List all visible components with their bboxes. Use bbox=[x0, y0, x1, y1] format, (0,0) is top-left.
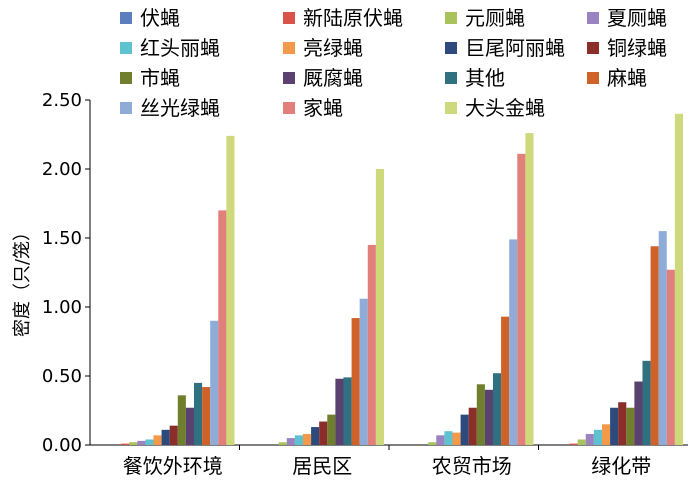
bar bbox=[210, 320, 219, 445]
legend-swatch bbox=[120, 102, 132, 114]
x-tick-label: 农贸市场 bbox=[432, 454, 512, 478]
bar bbox=[601, 424, 611, 445]
legend-label: 大头金蝇 bbox=[465, 96, 545, 120]
legend-label: 市蝇 bbox=[140, 66, 180, 90]
legend-swatch bbox=[587, 42, 599, 54]
legend-label: 家蝇 bbox=[303, 96, 343, 120]
bar bbox=[286, 438, 295, 445]
bar bbox=[569, 443, 578, 445]
bar bbox=[121, 443, 130, 445]
bar bbox=[593, 429, 602, 445]
bar bbox=[161, 429, 170, 445]
legend-swatch bbox=[283, 72, 295, 84]
bar bbox=[666, 269, 675, 445]
legend-label: 元厕蝇 bbox=[465, 6, 525, 30]
x-tick-label: 餐饮外环境 bbox=[123, 454, 223, 478]
x-tick-label: 居民区 bbox=[292, 454, 352, 478]
y-axis-title: 密度（只/笼） bbox=[12, 223, 33, 337]
legend-label: 厩腐蝇 bbox=[303, 66, 363, 90]
bar bbox=[618, 402, 627, 445]
bar bbox=[226, 135, 235, 445]
bar bbox=[177, 395, 186, 445]
bar bbox=[153, 435, 162, 445]
bar bbox=[367, 244, 376, 445]
legend-label: 伏蝇 bbox=[140, 6, 180, 30]
legend-label: 巨尾阿丽蝇 bbox=[465, 36, 565, 60]
bar bbox=[335, 378, 344, 445]
bar bbox=[145, 439, 154, 445]
bar bbox=[674, 113, 683, 446]
bar bbox=[202, 387, 211, 445]
y-tick-label: 2.50 bbox=[42, 90, 82, 111]
y-tick-label: 2.00 bbox=[42, 159, 82, 180]
legend-swatch bbox=[587, 72, 599, 84]
legend-label: 铜绿蝇 bbox=[607, 36, 667, 60]
legend-swatch bbox=[445, 102, 457, 114]
bar bbox=[169, 425, 178, 445]
legend-swatch bbox=[445, 12, 457, 24]
bar bbox=[311, 427, 320, 445]
bar bbox=[517, 153, 526, 445]
bar bbox=[343, 377, 352, 445]
legend-label: 夏厕蝇 bbox=[607, 6, 667, 30]
y-tick-label: 1.00 bbox=[42, 297, 82, 318]
bar bbox=[476, 384, 485, 445]
bar bbox=[375, 169, 384, 445]
bar bbox=[193, 382, 203, 445]
bar bbox=[359, 298, 368, 445]
legend-label: 亮绿蝇 bbox=[303, 36, 363, 60]
bar bbox=[658, 231, 667, 445]
legend-swatch bbox=[120, 72, 132, 84]
bar bbox=[294, 435, 303, 445]
legend-swatch bbox=[283, 42, 295, 54]
bar bbox=[185, 407, 194, 445]
bar bbox=[525, 133, 534, 445]
legend-swatch bbox=[283, 102, 295, 114]
bar bbox=[577, 439, 586, 445]
bar bbox=[327, 414, 336, 445]
bar bbox=[452, 432, 461, 445]
bar bbox=[468, 407, 477, 445]
bar bbox=[351, 318, 360, 445]
y-tick-label: 1.50 bbox=[42, 228, 82, 249]
plot-area: 0.00 0.50 1.00 1.50 2.00 2.50 餐饮外环境 居民区 农贸市场 绿化带 bbox=[42, 90, 688, 478]
legend-swatch bbox=[445, 72, 457, 84]
bar bbox=[501, 316, 510, 445]
x-tick-label: 绿化带 bbox=[591, 454, 651, 478]
bar bbox=[137, 440, 146, 445]
bar bbox=[319, 421, 328, 445]
bar bbox=[444, 431, 453, 445]
bar bbox=[278, 442, 287, 445]
legend-label: 麻蝇 bbox=[607, 66, 647, 90]
legend-swatch bbox=[120, 42, 132, 54]
bar bbox=[460, 414, 469, 445]
bar bbox=[436, 435, 445, 445]
legend-label: 其他 bbox=[465, 66, 505, 90]
legend-label: 丝光绿蝇 bbox=[140, 96, 220, 120]
legend-swatch bbox=[445, 42, 457, 54]
bar bbox=[626, 407, 635, 445]
legend-swatch bbox=[587, 12, 599, 24]
bar bbox=[302, 433, 312, 445]
bar bbox=[484, 389, 493, 445]
bar bbox=[492, 373, 502, 445]
bar bbox=[610, 407, 619, 445]
bar bbox=[634, 381, 643, 445]
bar bbox=[585, 433, 594, 445]
bar bbox=[218, 210, 227, 445]
bar bbox=[428, 442, 437, 445]
bar bbox=[509, 239, 518, 445]
y-tick-label: 0.00 bbox=[42, 435, 82, 456]
bar bbox=[650, 246, 659, 445]
legend-swatch bbox=[120, 12, 132, 24]
y-tick-label: 0.50 bbox=[42, 366, 82, 387]
legend-label: 红头丽蝇 bbox=[140, 36, 220, 60]
bar bbox=[642, 360, 651, 445]
legend-label: 新陆原伏蝇 bbox=[303, 6, 403, 30]
legend-swatch bbox=[283, 12, 295, 24]
bar bbox=[129, 442, 138, 445]
